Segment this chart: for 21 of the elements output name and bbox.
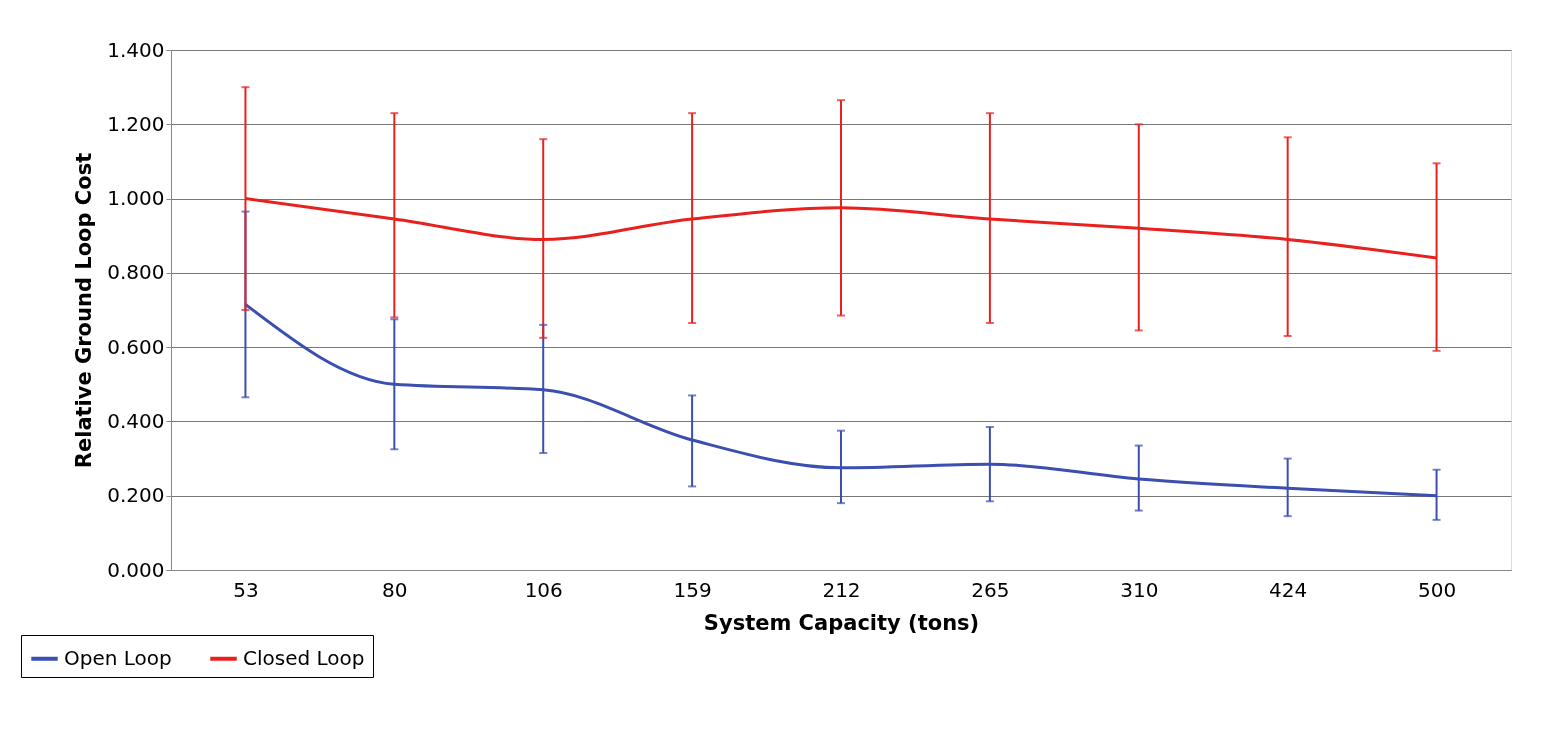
y-tick-label: 0.400 (107, 408, 165, 433)
legend-label: Closed Loop (243, 645, 365, 670)
legend-label: Open Loop (64, 645, 172, 670)
x-tick-label: 424 (1269, 577, 1308, 602)
y-tick-label: 1.200 (107, 111, 165, 136)
y-tick-label: 0.800 (107, 260, 165, 285)
x-tick-label: 265 (971, 577, 1010, 602)
y-tick-label: 0.200 (107, 483, 165, 508)
x-tick-label: 212 (822, 577, 861, 602)
x-tick-label: 500 (1417, 577, 1457, 602)
x-tick-label: 53 (233, 577, 259, 602)
x-tick-label: 310 (1120, 577, 1159, 602)
x-tick-label: 80 (382, 577, 408, 602)
x-axis-title: System Capacity (tons) (703, 610, 980, 635)
x-tick-label: 106 (524, 577, 563, 602)
y-tick-label: 0.000 (107, 557, 165, 582)
y-axis-title: Relative Ground Loop Cost (72, 152, 97, 469)
y-tick-label: 0.600 (107, 334, 165, 359)
y-tick-label: 1.000 (107, 186, 165, 211)
x-tick-label: 159 (673, 577, 712, 602)
y-tick-label: 1.400 (107, 37, 165, 62)
